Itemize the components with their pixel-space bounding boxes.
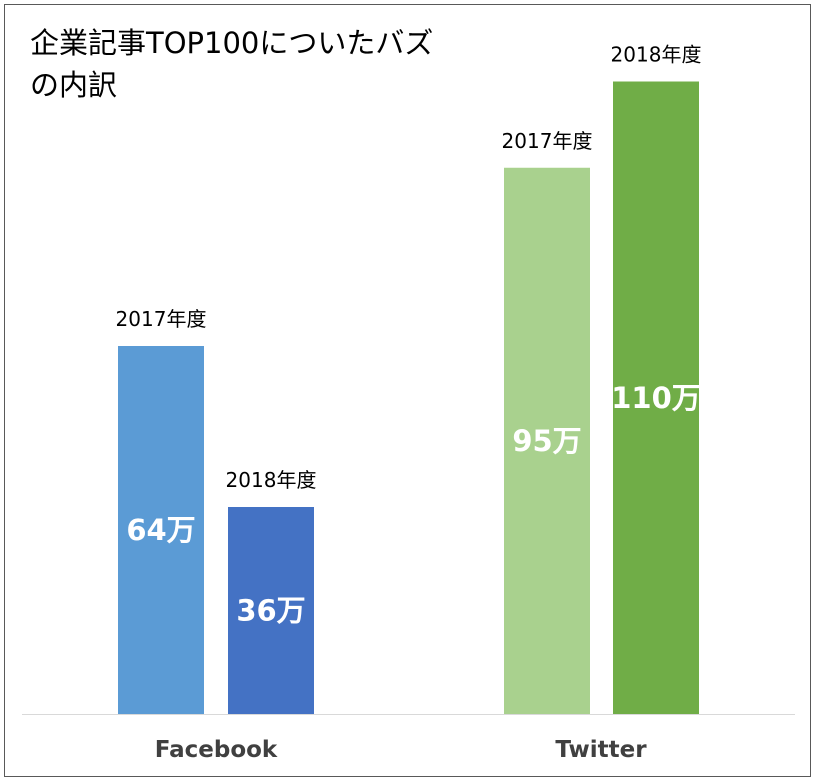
bar-twitter-2 <box>613 81 699 714</box>
bar-twitter-1 <box>504 167 590 714</box>
series-label-facebook-1: 2017年度 <box>116 307 207 331</box>
data-label-facebook-1: 64万 <box>126 513 195 547</box>
data-label-facebook-2: 36万 <box>236 594 305 628</box>
data-label-twitter-1: 95万 <box>512 424 581 458</box>
bar-facebook-1 <box>118 346 204 714</box>
category-label-facebook: Facebook <box>155 737 278 763</box>
chart-title: 企業記事TOP100についたバズの内訳 <box>30 26 434 102</box>
series-label-twitter-2: 2018年度 <box>611 43 702 67</box>
data-label-twitter-2: 110万 <box>611 381 701 415</box>
series-label-twitter-1: 2017年度 <box>502 129 593 153</box>
category-label-twitter: Twitter <box>555 737 647 763</box>
bar-facebook-2 <box>228 507 314 714</box>
series-label-facebook-2: 2018年度 <box>226 468 317 492</box>
